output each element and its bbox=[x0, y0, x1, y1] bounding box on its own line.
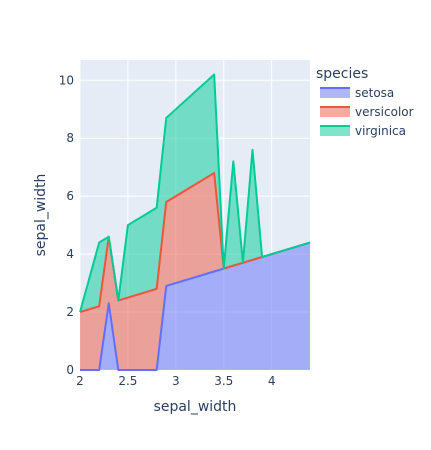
legend-label: virginica bbox=[355, 124, 406, 138]
legend-items[interactable]: setosa versicolor virginica bbox=[320, 86, 414, 138]
x-tick-label: 2 bbox=[76, 374, 84, 388]
legend-item-virginica[interactable]: virginica bbox=[320, 124, 406, 138]
legend[interactable]: species setosa versicolor virginica bbox=[316, 66, 414, 138]
y-tick-labels: 0 2 4 6 8 10 bbox=[59, 73, 74, 377]
y-tick-label: 2 bbox=[66, 305, 74, 319]
y-tick-label: 8 bbox=[66, 131, 74, 145]
legend-swatch bbox=[320, 126, 350, 136]
series-lines bbox=[79, 73, 311, 371]
y-tick-label: 10 bbox=[59, 73, 74, 87]
legend-swatch bbox=[320, 107, 350, 117]
line-virginica bbox=[79, 73, 311, 313]
y-tick-label: 6 bbox=[66, 189, 74, 203]
x-tick-label: 4 bbox=[268, 374, 276, 388]
x-tick-label: 2.5 bbox=[118, 374, 137, 388]
y-tick-label: 4 bbox=[66, 247, 74, 261]
legend-label: setosa bbox=[355, 86, 394, 100]
x-axis-title: sepal_width bbox=[154, 399, 237, 415]
y-tick-label: 0 bbox=[66, 363, 74, 377]
area-virginica bbox=[80, 74, 310, 313]
x-tick-label: 3.5 bbox=[214, 374, 233, 388]
x-tick-labels: 2 2.5 3 3.5 4 bbox=[76, 374, 275, 388]
legend-item-setosa[interactable]: setosa bbox=[320, 86, 394, 100]
legend-label: versicolor bbox=[355, 105, 414, 119]
legend-swatch bbox=[320, 88, 350, 98]
legend-title: species bbox=[316, 66, 368, 82]
legend-item-versicolor[interactable]: versicolor bbox=[320, 105, 414, 119]
areas bbox=[80, 74, 310, 370]
y-axis-title: sepal_width bbox=[33, 174, 49, 257]
area-setosa bbox=[80, 242, 310, 370]
area-versicolor bbox=[80, 172, 310, 370]
x-tick-label: 3 bbox=[172, 374, 180, 388]
